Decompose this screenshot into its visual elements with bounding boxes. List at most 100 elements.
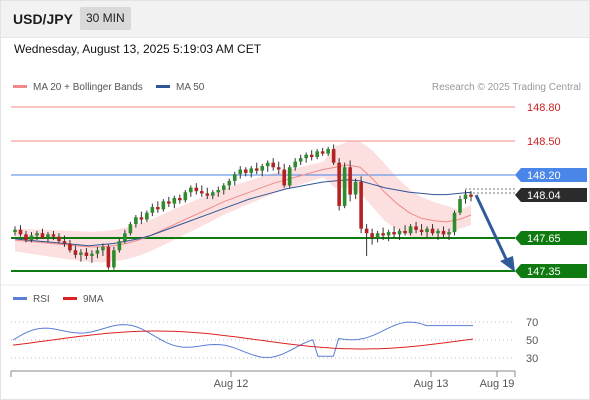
candle (309, 150, 314, 161)
candle (249, 166, 254, 178)
candle (265, 160, 270, 172)
candle (452, 210, 457, 236)
candle (139, 211, 144, 225)
candle (326, 146, 330, 156)
candle (40, 228, 45, 239)
candle (101, 243, 105, 256)
candle (57, 233, 61, 244)
candle (150, 203, 155, 217)
candle (320, 147, 325, 156)
level-label-147-65: 147.65 (527, 233, 561, 245)
candle (24, 230, 28, 243)
candle (18, 225, 23, 237)
candle (232, 171, 237, 186)
candle (287, 164, 292, 188)
candle (51, 230, 56, 241)
candle (134, 215, 138, 228)
x-label-aug-13: Aug 13 (414, 378, 449, 390)
candle (392, 226, 396, 238)
candle (227, 178, 232, 190)
candle (172, 195, 177, 209)
candle (419, 224, 424, 236)
ma20-legend-label: MA 20 + Bollinger Bands (33, 82, 143, 93)
candle (436, 228, 440, 241)
candle (315, 149, 319, 160)
candle (128, 221, 133, 236)
candle (183, 190, 188, 203)
candle (254, 162, 259, 175)
candle (425, 226, 429, 238)
candle (331, 144, 336, 165)
chart-legend: MA 20 + Bollinger Bands MA 50 Research ©… (13, 82, 581, 93)
ma20-line (14, 164, 472, 248)
current-price-label: 148.04 (527, 190, 561, 202)
candle (73, 245, 78, 259)
candle (342, 162, 347, 209)
ma50-legend-label: MA 50 (176, 82, 205, 93)
rsi-legend: RSI 9MA (13, 294, 104, 305)
candle (276, 161, 281, 175)
candle (348, 160, 352, 202)
rsi-ma-legend-label: 9MA (83, 294, 104, 305)
candle (221, 183, 226, 195)
candle (469, 191, 473, 202)
candle (441, 226, 446, 238)
candle (298, 154, 303, 165)
pivot-tag-bg (515, 168, 587, 182)
rsi-ma-line (12, 330, 474, 350)
x-label-aug-12: Aug 12 (214, 378, 249, 390)
rsi-label-70: 70 (526, 317, 538, 329)
candle (90, 250, 94, 263)
x-axis: Aug 12 Aug 13 Aug 19 (10, 370, 516, 390)
candle (243, 167, 248, 177)
current-price-tag-bg (515, 188, 587, 202)
candle (304, 152, 308, 163)
candle (408, 224, 413, 236)
level-label-148-80: 148.80 (527, 102, 561, 114)
level-tags: 148.80 148.50 148.20 148.04 147.65 147.3… (515, 102, 587, 278)
candle (337, 158, 341, 211)
timestamp: Wednesday, August 13, 2025 5:19:03 AM CE… (14, 42, 262, 56)
candle (403, 225, 407, 236)
candle (178, 194, 182, 204)
rsi-label-50: 50 (526, 335, 538, 347)
candle (156, 201, 160, 213)
candle (106, 244, 111, 270)
rsi-ma-legend-swatch (63, 297, 77, 300)
candle (271, 158, 276, 171)
copyright-watermark: Research © 2025 Trading Central (432, 82, 581, 93)
forecast-arrow (474, 194, 515, 272)
candle (238, 166, 243, 179)
candle (397, 228, 402, 241)
candle (117, 238, 122, 253)
rsi-label-30: 30 (526, 353, 538, 365)
candle (282, 163, 287, 188)
ma50-legend-swatch (156, 85, 170, 88)
candle (68, 240, 72, 253)
candle (123, 229, 127, 244)
candle (79, 249, 83, 262)
candle (35, 230, 39, 241)
candle (364, 224, 369, 256)
ma50-line (14, 179, 472, 247)
candle (84, 248, 89, 260)
candle (260, 163, 265, 177)
candle (205, 187, 210, 200)
candle (199, 185, 204, 197)
candle (145, 210, 149, 222)
x-label-aug-19: Aug 19 (480, 378, 515, 390)
candle (293, 158, 297, 171)
level-label-148-50: 148.50 (527, 136, 561, 148)
candle (13, 226, 17, 236)
candle (194, 183, 199, 195)
candle (359, 176, 363, 234)
candle (62, 235, 67, 247)
symbol-title: USD/JPY (13, 11, 73, 27)
chart-header: USD/JPY 30 MIN (1, 1, 589, 38)
ma20-legend-swatch (13, 85, 27, 88)
bollinger-band (15, 141, 471, 263)
candle (189, 185, 193, 197)
support-tag-bg-1 (515, 231, 587, 245)
interval-button[interactable]: 30 MIN (80, 7, 131, 30)
